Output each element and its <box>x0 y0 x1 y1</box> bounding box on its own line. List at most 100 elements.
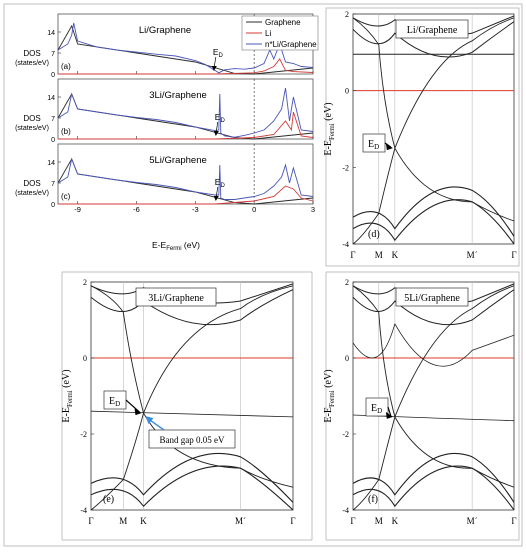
band-f-ytick-label-1: 0 <box>345 354 349 363</box>
dos-ytick-label-0-2: 14 <box>47 30 55 37</box>
band-f-ylabel-main: E-E <box>323 407 334 423</box>
dos-title-0: Li/Graphene <box>139 25 191 36</box>
band-e-band-conduction-1 <box>91 289 293 326</box>
band-f-band-extra-1 <box>353 323 396 359</box>
dos-series-nligraphene-1 <box>57 87 314 138</box>
dos-ed-arrowhead-1 <box>213 131 219 136</box>
band-d-ytick-label-0: 2 <box>345 10 349 19</box>
dos-frame-2 <box>57 143 314 205</box>
band-f-ed-label: ED <box>371 403 382 415</box>
band-f-ed-sub: D <box>377 407 382 415</box>
band-e-ylabel-main: E-E <box>61 407 72 423</box>
band-e-letter: (e) <box>103 494 114 505</box>
band-f-band-cone-up-left <box>353 285 396 418</box>
band-e-ytick-label-1: 0 <box>83 354 87 363</box>
band-f-ylabel-sub: Fermi <box>328 390 336 407</box>
dos-ed-e-1: E <box>215 112 221 122</box>
band-d-band-valence-1 <box>353 186 514 237</box>
dos-xtick-label-3: 0 <box>252 205 256 214</box>
band-e-ylabel: E-EFermi (eV) <box>61 369 74 422</box>
legend-nli-graphene: n*Li/Graphene <box>265 40 317 49</box>
band-panel-d: 20-2-4Γ M K M´ ΓE-EFermi (eV)Li/GrapheneED(d… <box>323 7 520 267</box>
band-e-gap-box <box>148 429 236 449</box>
dos-ed-sub-0: D <box>219 53 224 59</box>
band-f-ylabel: E-EFermi (eV) <box>323 369 336 422</box>
dos-plot: DOS (states/eV) DOS (states/eV) DOS (sta… <box>15 13 319 252</box>
band-d-ytick-label-3: -4 <box>342 240 349 249</box>
dos-ylabel-bot-1: DOS <box>23 179 40 188</box>
dos-ylabel-mid-1: DOS <box>23 114 40 123</box>
band-e-ed-label: ED <box>109 396 120 408</box>
band-d-kpoint-3: M´ <box>467 250 478 260</box>
dos-ytick-label-1-0: 0 <box>51 137 55 144</box>
band-d-ytick-label-2: -2 <box>342 163 349 172</box>
band-d-kpoint-1: M <box>375 250 383 260</box>
dos-ytick-label-2-0: 0 <box>51 202 55 209</box>
band-e-ed-e: E <box>109 396 115 407</box>
band-e-title-box <box>135 287 217 307</box>
dos-xlabel: E-EFermi (eV) <box>152 240 200 252</box>
band-e-gap-note: Band gap 0.05 eV <box>160 435 225 445</box>
band-e-ylabel-sub: Fermi <box>66 390 74 407</box>
band-e-ytick-label-3: -4 <box>80 506 87 515</box>
band-f-band-cone-up-right <box>394 285 514 418</box>
band-d-outer-frame <box>325 7 520 267</box>
band-f-ytick-label-0: 2 <box>345 278 349 287</box>
dos-ytick-label-0-1: 7 <box>51 51 55 58</box>
band-e-kpoint-4: Γ <box>290 516 295 526</box>
dos-ytick-label-2-1: 7 <box>51 181 55 188</box>
band-panel-f: 20-2-4Γ M K M´ ΓE-EFermi (eV)5Li/GrapheneED(… <box>323 271 520 541</box>
band-f-kpoint-0: Γ <box>350 516 355 526</box>
band-d-kpoint-2: K <box>392 250 399 260</box>
dos-ed-arrowhead-0 <box>211 66 217 71</box>
band-f-title-box <box>395 287 469 307</box>
dos-ytick-label-1-1: 7 <box>51 116 55 123</box>
dos-ylabel-top-2: (states/eV) <box>15 60 49 67</box>
dos-series-li-0 <box>58 58 314 75</box>
band-e-gap-arrowhead <box>145 416 154 425</box>
band-f-ytick-label-3: -4 <box>342 506 349 515</box>
band-d-ed-arrowhead <box>385 143 393 151</box>
band-d-title: Li/Graphene <box>407 25 458 36</box>
dos-xtick-label-1: -6 <box>133 205 140 214</box>
band-f-kpoint-4: Γ <box>511 516 516 526</box>
dos-ed-arrowhead-2 <box>213 196 219 201</box>
dos-ylabel-top-1: DOS <box>23 49 40 58</box>
band-f-ed-arrowhead <box>385 411 393 419</box>
band-e-kpoint-2: K <box>140 516 147 526</box>
band-f-band-li-flat <box>353 414 514 422</box>
dos-ed-e-0: E <box>213 47 219 57</box>
band-d-band-valence-2 <box>353 199 514 244</box>
dos-xtick-label-0: -9 <box>74 205 81 214</box>
band-e-kpoint-1: M <box>119 516 127 526</box>
dos-ed-label-2: ED <box>215 177 226 189</box>
band-d-band-conduction-1 <box>353 21 514 58</box>
band-d-ylabel: E-EFermi (eV) <box>323 102 336 155</box>
dos-series-li-1 <box>58 111 314 140</box>
band-e-band-valence-2 <box>91 465 293 510</box>
dos-title-2: 5Li/Graphene <box>149 155 207 166</box>
band-f-band-valence-1 <box>353 452 514 503</box>
dos-ylabel-bot-2: (states/eV) <box>15 190 49 197</box>
legend-graphene: Graphene <box>265 18 301 27</box>
band-f-kpoint-2: K <box>392 516 399 526</box>
band-d-ed-label: ED <box>368 139 379 151</box>
band-e-ed-sub: D <box>115 400 120 408</box>
band-d-band-cone-up-left <box>353 17 396 149</box>
band-d-title-box <box>395 19 469 39</box>
band-e-kpoint-0: Γ <box>88 516 93 526</box>
band-f-bands <box>353 283 514 510</box>
dos-ytick-label-1-2: 14 <box>47 95 55 102</box>
band-d-ed-sub: D <box>374 143 379 151</box>
dos-legend: Graphene Li n*Li/Graphene <box>241 15 319 51</box>
band-e-title: 3Li/Graphene <box>148 293 204 304</box>
dos-series-nligraphene-2 <box>57 157 314 200</box>
band-f-band-conduction-1 <box>353 289 514 326</box>
band-d-ylabel-unit: (eV) <box>323 102 334 123</box>
band-e-band-cone-up-left <box>91 285 144 414</box>
band-d-band-cone-up-right <box>394 17 514 149</box>
band-e-ytick-label-0: 2 <box>83 278 87 287</box>
legend-li: Li <box>265 29 271 38</box>
dos-ed-e-2: E <box>215 177 221 187</box>
